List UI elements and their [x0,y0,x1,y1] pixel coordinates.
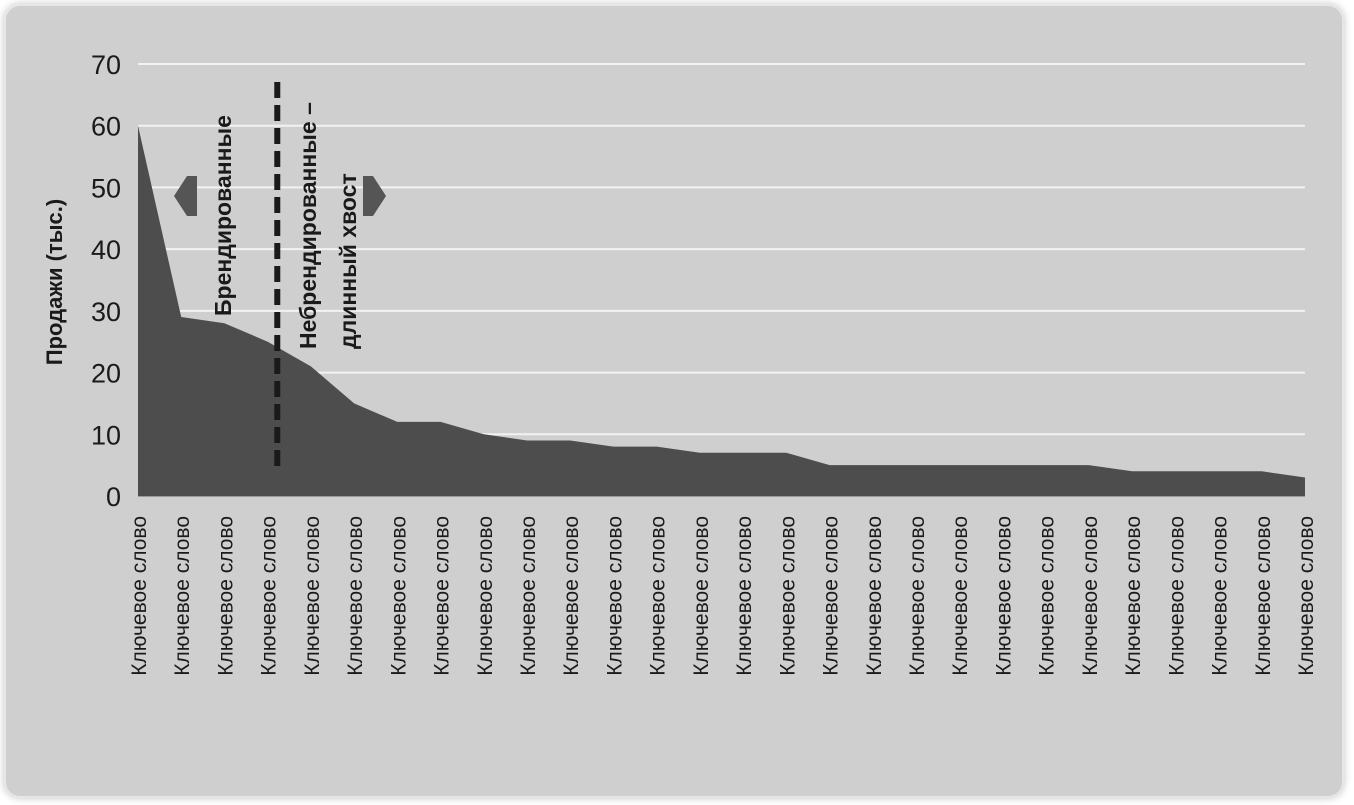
x-tick-label: Ключевое слово [128,516,151,676]
x-tick-label: Ключевое слово [474,516,497,676]
y-axis-ticks: 0 10 20 30 40 50 60 70 [91,50,121,512]
y-tick-label: 60 [91,112,121,142]
x-tick-label: Ключевое слово [214,516,237,676]
branded-label: Брендированные [210,115,236,316]
arrow-right-icon [363,176,386,216]
x-tick-label: Ключевое слово [733,516,756,676]
sales-area [138,125,1305,496]
x-tick-label: Ключевое слово [431,516,454,676]
x-tick-label: Ключевое слово [1036,516,1059,676]
x-tick-label: Ключевое слово [258,516,281,676]
x-tick-label: Ключевое слово [1079,516,1102,676]
nonbranded-label-line1: Небрендированные – [295,102,321,349]
x-tick-label: Ключевое слово [1252,516,1275,676]
x-tick-label: Ключевое слово [776,516,799,676]
x-tick-label: Ключевое слово [301,516,324,676]
x-tick-label: Ключевое слово [517,516,540,676]
x-tick-label: Ключевое слово [171,516,194,676]
x-tick-label: Ключевое слово [820,516,843,676]
x-tick-label: Ключевое слово [647,516,670,676]
x-tick-label: Ключевое слово [344,516,367,676]
x-tick-label: Ключевое слово [949,516,972,676]
arrow-left-icon [174,176,197,216]
x-axis-ticks: Ключевое слово Ключевое слово Ключевое сло… [128,516,1318,676]
x-tick-label: Ключевое слово [992,516,1015,676]
x-tick-label: Ключевое слово [1165,516,1188,676]
y-tick-label: 50 [91,173,121,203]
y-tick-label: 10 [91,420,121,450]
x-tick-label: Ключевое слово [387,516,410,676]
x-tick-label: Ключевое слово [1295,516,1318,676]
x-tick-label: Ключевое слово [863,516,886,676]
x-tick-label: Ключевое слово [1209,516,1232,676]
x-tick-label: Ключевое слово [690,516,713,676]
y-tick-label: 70 [91,50,121,80]
y-axis-label: Продажи (тыс.) [42,199,67,365]
x-tick-label: Ключевое слово [603,516,626,676]
y-tick-label: 40 [91,235,121,265]
y-tick-label: 30 [91,297,121,327]
y-tick-label: 0 [106,482,121,512]
x-tick-label: Ключевое слово [906,516,929,676]
nonbranded-label-line2: длинный хвост [335,173,361,349]
y-tick-label: 20 [91,359,121,389]
x-tick-label: Ключевое слово [1122,516,1145,676]
x-tick-label: Ключевое слово [560,516,583,676]
